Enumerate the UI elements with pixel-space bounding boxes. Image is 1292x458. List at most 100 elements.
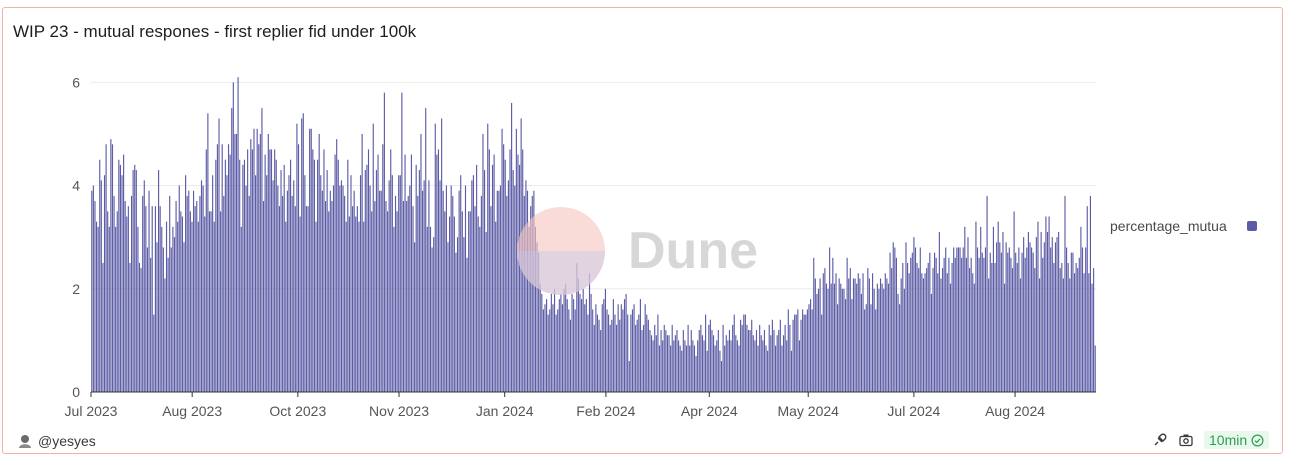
camera-icon[interactable] <box>1178 432 1194 448</box>
bar <box>305 206 308 392</box>
bar <box>480 195 482 392</box>
bar <box>175 201 177 392</box>
bar <box>1024 257 1026 392</box>
bar <box>900 278 902 392</box>
legend[interactable]: percentage_mutua <box>1110 217 1262 235</box>
embed-icon[interactable] <box>1152 432 1168 448</box>
bar <box>123 154 125 392</box>
bar <box>1064 195 1066 392</box>
bar <box>495 221 497 392</box>
author[interactable]: @yesyes <box>17 433 96 449</box>
bar <box>383 92 385 393</box>
bar <box>1005 242 1007 392</box>
bar <box>956 247 958 392</box>
bar <box>130 195 133 392</box>
x-tick-label: Jul 2024 <box>887 403 940 419</box>
bar <box>988 278 990 392</box>
bar <box>867 268 869 392</box>
bar <box>1080 226 1082 392</box>
bar <box>429 226 432 392</box>
bar <box>177 221 179 392</box>
bar <box>781 345 783 392</box>
bar <box>477 216 479 392</box>
bar <box>243 159 246 392</box>
bar <box>598 319 600 392</box>
bar <box>552 304 554 392</box>
bar <box>245 185 247 392</box>
bar <box>391 175 393 392</box>
bar <box>145 206 147 392</box>
bar <box>1018 247 1020 392</box>
bar <box>247 149 249 392</box>
bar <box>474 206 476 392</box>
bar <box>100 180 102 392</box>
bar <box>582 288 584 392</box>
bar <box>870 304 872 392</box>
bar <box>299 216 301 392</box>
bar <box>178 185 180 392</box>
bar <box>452 195 454 392</box>
bar <box>94 201 96 392</box>
bar <box>433 237 435 392</box>
bar <box>711 330 713 392</box>
bar <box>693 345 696 392</box>
bar <box>891 268 893 392</box>
bar <box>347 159 349 392</box>
bar <box>294 206 296 392</box>
bar <box>356 206 358 392</box>
bar <box>191 221 193 392</box>
y-tick-label: 6 <box>72 74 80 90</box>
bar <box>717 330 719 392</box>
bar <box>816 293 818 392</box>
refresh-badge[interactable]: 10min <box>1204 431 1270 449</box>
bar <box>724 345 726 392</box>
bar <box>192 190 195 392</box>
bar <box>1038 278 1041 392</box>
bar <box>1016 262 1018 392</box>
bar <box>385 201 387 392</box>
bar <box>884 273 886 392</box>
bar <box>638 314 640 392</box>
bar <box>202 185 204 392</box>
bar <box>390 149 392 392</box>
bar <box>194 206 196 392</box>
bar <box>512 170 514 392</box>
bar <box>332 185 335 392</box>
bar <box>153 314 155 392</box>
bar <box>282 195 284 392</box>
bar <box>879 278 882 392</box>
bar <box>173 237 176 392</box>
bar-series <box>91 77 1096 393</box>
x-tick-label: Nov 2023 <box>369 403 429 419</box>
bar <box>558 299 560 392</box>
bar <box>185 175 187 392</box>
bar <box>132 170 134 392</box>
bar <box>833 283 835 392</box>
bar <box>978 257 980 392</box>
bar <box>1069 278 1071 392</box>
bar <box>773 330 775 392</box>
bar <box>975 221 977 392</box>
bar <box>530 206 532 392</box>
bar <box>670 345 672 392</box>
bar <box>546 299 548 392</box>
bar <box>506 195 508 392</box>
bar <box>210 211 212 392</box>
bar <box>771 319 773 392</box>
bar <box>121 175 123 392</box>
bar <box>366 164 368 392</box>
bar <box>1003 283 1006 392</box>
bar <box>940 278 942 392</box>
bar <box>720 361 723 392</box>
bar <box>992 226 994 392</box>
author-name[interactable]: @yesyes <box>38 433 96 449</box>
bar <box>533 190 535 392</box>
bar <box>377 154 379 392</box>
legend-label: percentage_mutua <box>1110 218 1227 234</box>
bar <box>517 154 519 392</box>
bar <box>1067 262 1069 392</box>
bar <box>476 164 478 392</box>
bar <box>786 340 788 392</box>
bar <box>1021 252 1023 392</box>
bar <box>240 226 242 392</box>
